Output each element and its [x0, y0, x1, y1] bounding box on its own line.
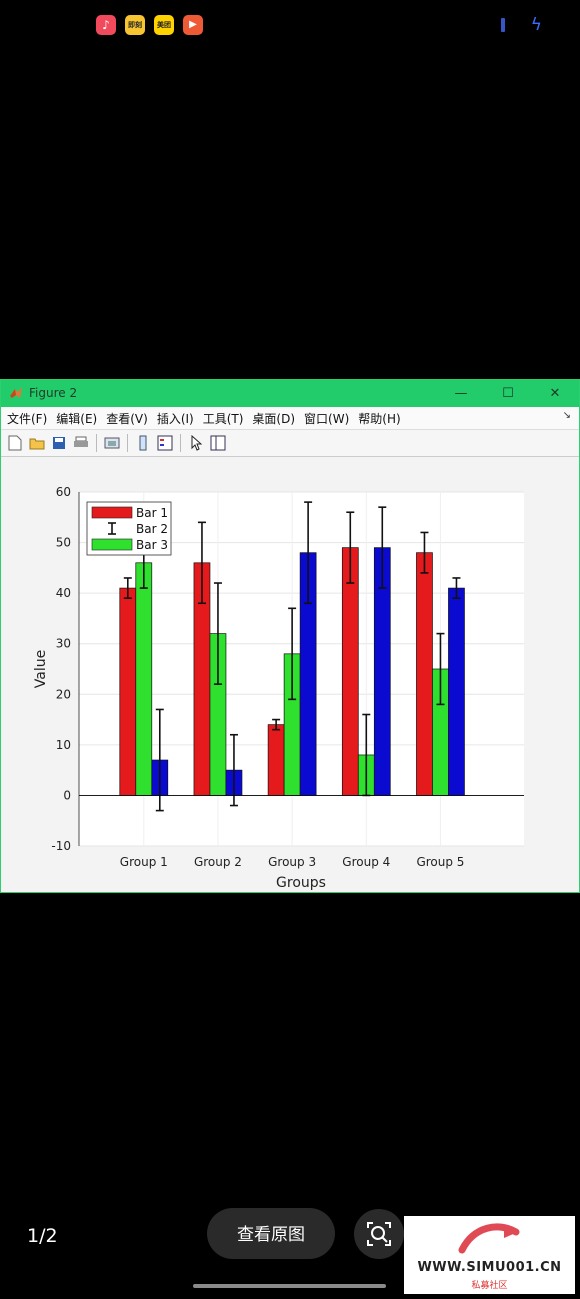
legend-swatch-bar-2: [108, 522, 116, 535]
jipin-app-icon: 即刻: [125, 15, 145, 35]
x-tick-label: Group 3: [268, 855, 316, 869]
x-axis-label: Groups: [276, 875, 326, 891]
menu-desktop[interactable]: 桌面(D): [252, 411, 296, 426]
watermark: WWW.SIMU001.CN 私募社区: [404, 1216, 575, 1294]
toolbar-separator: [96, 434, 97, 452]
maximize-button[interactable]: ☐: [502, 386, 514, 401]
lens-search-button[interactable]: [354, 1209, 404, 1259]
watermark-text: WWW.SIMU001.CN: [417, 1260, 562, 1275]
x-tick-label: Group 5: [416, 855, 464, 869]
y-tick-label: -10: [51, 839, 71, 853]
menu-overflow-arrow-icon[interactable]: ↘: [562, 410, 571, 421]
charging-icon: ϟ: [530, 15, 542, 35]
watermark-logo-icon: [458, 1223, 520, 1254]
bar: [135, 562, 153, 796]
menu-help[interactable]: 帮助(H): [358, 411, 401, 426]
error-bars: [123, 501, 461, 812]
property-editor-icon[interactable]: [209, 434, 227, 452]
matlab-logo-icon: [10, 387, 22, 398]
error-bar: [304, 501, 313, 605]
open-icon[interactable]: [28, 434, 46, 452]
error-bar: [378, 506, 387, 589]
figure-window: Figure 2 — ☐ ✕ 文件(F) 编辑(E) 查看(V) 插入(I) 工…: [0, 379, 580, 893]
close-button[interactable]: ✕: [549, 386, 561, 401]
minimize-button[interactable]: —: [454, 386, 468, 401]
legend-swatch-bar-1: [91, 506, 133, 519]
legend-label-bar-2: Bar 2: [136, 522, 168, 536]
error-bar: [213, 582, 222, 685]
y-tick-labels: -10 0 10 20 30 40 50 60: [51, 485, 71, 853]
x-tick-label: Group 4: [342, 855, 390, 869]
error-bar: [346, 511, 355, 584]
legend-swatch-bar-3: [91, 538, 133, 551]
x-tick-label: Group 2: [194, 855, 242, 869]
legend-label-bar-3: Bar 3: [136, 538, 168, 552]
figure-toolbar: [1, 429, 579, 457]
y-tick-label: 20: [56, 687, 71, 701]
y-tick-label: 50: [56, 536, 71, 550]
toolbar-separator: [180, 434, 181, 452]
y-tick-label: 30: [56, 637, 71, 651]
save-icon[interactable]: [50, 434, 68, 452]
error-bar: [272, 718, 281, 731]
bar: [119, 587, 137, 796]
y-axis-label: Value: [33, 650, 49, 688]
legend: Bar 1 Bar 2 Bar 3: [86, 501, 172, 556]
status-indicators: ϟ: [500, 15, 542, 35]
error-bar: [288, 607, 297, 701]
error-bar: [197, 521, 206, 605]
view-original-button[interactable]: 查看原图: [207, 1208, 335, 1259]
bar: [341, 547, 359, 796]
menu-insert[interactable]: 插入(I): [156, 411, 194, 426]
bar: [448, 587, 465, 796]
error-bar: [436, 632, 445, 706]
menu-tools[interactable]: 工具(T): [202, 411, 244, 426]
toolbar-separator: [127, 434, 128, 452]
meituan-app-icon: 美团: [154, 15, 174, 35]
menu-file[interactable]: 文件(F): [7, 411, 48, 426]
y-tick-label: 60: [56, 485, 71, 499]
legend-label-bar-1: Bar 1: [136, 506, 168, 520]
video-app-icon: ▶: [183, 15, 203, 35]
error-bar: [123, 577, 132, 599]
menu-window[interactable]: 窗口(W): [304, 411, 350, 426]
window-title: Figure 2: [29, 386, 78, 400]
bar: [416, 552, 433, 796]
figure-canvas: -10 0 10 20 30 40 50 60 Group 1 Group 2 Group 3 Gr…: [1, 457, 579, 892]
error-bar: [155, 708, 164, 812]
status-app-icons: ♪ 即刻 美团 ▶: [96, 15, 203, 35]
page-indicator: 1/2: [27, 1225, 58, 1247]
print-icon[interactable]: [72, 434, 90, 452]
signal-icon: [500, 18, 505, 32]
y-tick-label: 0: [63, 788, 71, 802]
y-tick-label: 10: [56, 738, 71, 752]
error-bar: [229, 733, 238, 807]
x-tick-label: Group 1: [120, 855, 168, 869]
new-figure-icon[interactable]: [6, 434, 24, 452]
error-bar: [452, 577, 461, 599]
bar: [267, 724, 285, 796]
title-bar: Figure 2 — ☐ ✕: [1, 380, 579, 407]
error-bar: [420, 531, 429, 574]
y-tick-label: 40: [56, 586, 71, 600]
export-icon[interactable]: [103, 434, 121, 452]
menu-bar: 文件(F) 编辑(E) 查看(V) 插入(I) 工具(T) 桌面(D) 窗口(W…: [1, 407, 579, 429]
menu-edit[interactable]: 编辑(E): [56, 411, 98, 426]
scan-search-icon: [367, 1222, 391, 1246]
bar-series: [119, 547, 465, 796]
menu-view[interactable]: 查看(V): [106, 411, 148, 426]
colorbar-icon[interactable]: [134, 434, 152, 452]
x-tick-labels: Group 1 Group 2 Group 3 Group 4 Group 5: [120, 855, 465, 869]
watermark-subtext: 私募社区: [471, 1281, 508, 1291]
music-app-icon: ♪: [96, 15, 116, 35]
home-indicator[interactable]: [193, 1284, 386, 1288]
legend-icon[interactable]: [156, 434, 174, 452]
pointer-icon[interactable]: [187, 434, 205, 452]
